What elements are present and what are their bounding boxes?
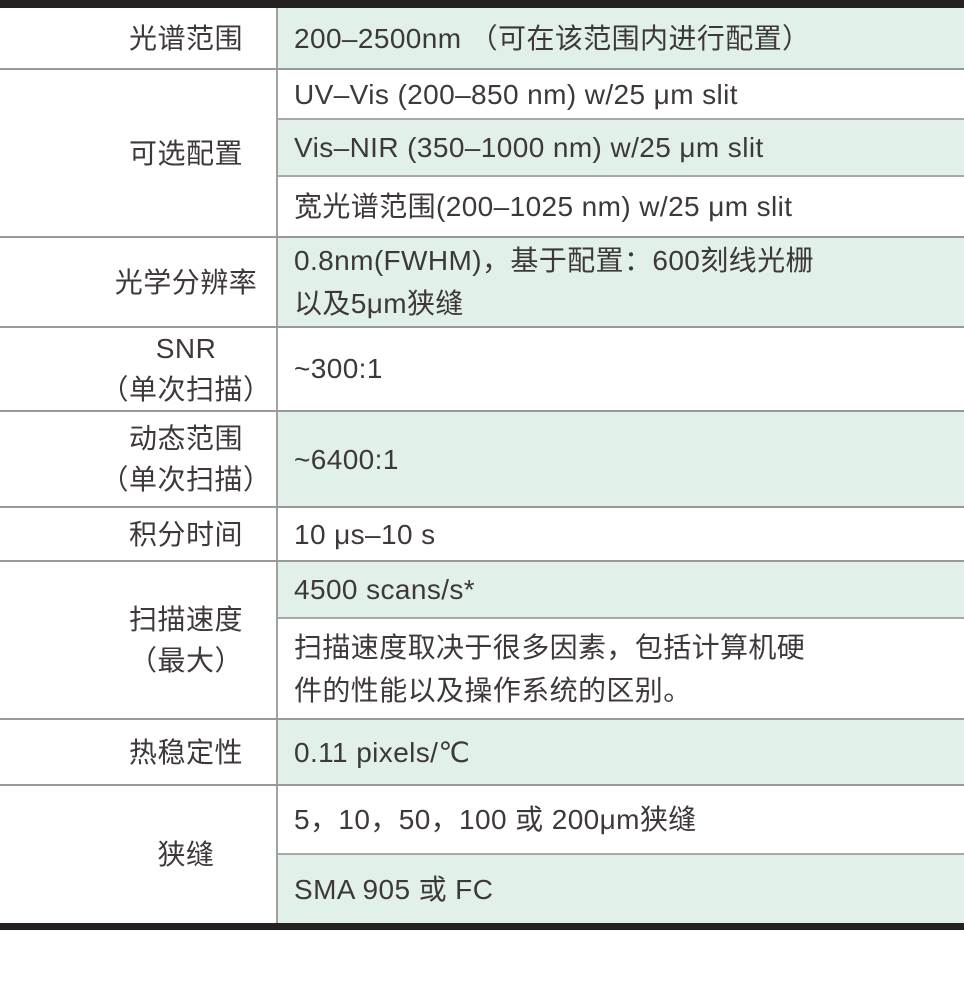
row-values: 0.8nm(FWHM)，基于配置：600刻线光栅 以及5μm狭缝 <box>278 238 964 326</box>
value-line: 4500 scans/s* <box>294 574 476 605</box>
value-line: 200–2500nm （可在该范围内进行配置） <box>294 22 811 54</box>
value-line: ~6400:1 <box>294 443 399 475</box>
value-line: 0.11 pixels/℃ <box>294 736 471 768</box>
value-line: SMA 905 或 FC <box>294 873 494 905</box>
row-label: 狭缝 <box>0 786 278 923</box>
row-label: 热稳定性 <box>0 720 278 784</box>
value-line: 0.8nm(FWHM)，基于配置：600刻线光栅 <box>294 245 814 276</box>
value-cell: 200–2500nm （可在该范围内进行配置） <box>278 8 964 68</box>
value-line: 10 μs–10 s <box>294 518 436 550</box>
value-cell: ~300:1 <box>278 328 964 409</box>
value-cell: SMA 905 或 FC <box>278 853 964 923</box>
label-line: 光谱范围 <box>128 22 243 54</box>
row-label: 光谱范围 <box>0 8 278 68</box>
row-values: 5，10，50，100 或 200μm狭缝 SMA 905 或 FC <box>278 786 964 923</box>
value-cell: 0.8nm(FWHM)，基于配置：600刻线光栅 以及5μm狭缝 <box>278 238 964 326</box>
value-line: 以及5μm狭缝 <box>294 288 464 319</box>
row-values: 10 μs–10 s <box>278 508 964 560</box>
row-label: 积分时间 <box>0 508 278 560</box>
row-optional-configurations: 可选配置 UV–Vis (200–850 nm) w/25 μm slit Vi… <box>0 68 964 236</box>
label-line: SNR <box>155 333 217 364</box>
label-line: 扫描速度 <box>128 604 243 635</box>
row-label: 光学分辨率 <box>0 238 278 326</box>
row-values: 0.11 pixels/℃ <box>278 720 964 784</box>
row-values: 200–2500nm （可在该范围内进行配置） <box>278 8 964 68</box>
label-line: 光学分辨率 <box>114 266 258 298</box>
value-cell: 宽光谱范围(200–1025 nm) w/25 μm slit <box>278 175 964 236</box>
row-label: 动态范围 （单次扫描） <box>0 412 278 506</box>
row-label: SNR （单次扫描） <box>0 328 278 410</box>
row-values: UV–Vis (200–850 nm) w/25 μm slit Vis–NIR… <box>278 70 964 236</box>
value-line: Vis–NIR (350–1000 nm) w/25 μm slit <box>294 132 764 163</box>
value-cell: UV–Vis (200–850 nm) w/25 μm slit <box>278 70 964 118</box>
label-line: 积分时间 <box>128 518 243 550</box>
row-values: ~6400:1 <box>278 412 964 506</box>
row-values: ~300:1 <box>278 328 964 410</box>
label-line: 可选配置 <box>128 137 243 169</box>
value-cell: ~6400:1 <box>278 412 964 506</box>
value-line: 件的性能以及操作系统的区别。 <box>294 674 692 706</box>
row-values: 4500 scans/s* 扫描速度取决于很多因素，包括计算机硬 件的性能以及操… <box>278 562 964 718</box>
row-scan-rate-max: 扫描速度 （最大） 4500 scans/s* 扫描速度取决于很多因素，包括计算… <box>0 560 964 718</box>
label-line: 热稳定性 <box>128 736 243 768</box>
value-cell: 10 μs–10 s <box>278 508 964 560</box>
value-line: 扫描速度取决于很多因素，包括计算机硬 <box>294 631 806 663</box>
label-line: （单次扫描） <box>100 464 272 495</box>
label-line: （最大） <box>128 645 243 676</box>
value-line: 5，10，50，100 或 200μm狭缝 <box>294 804 697 835</box>
row-dynamic-range: 动态范围 （单次扫描） ~6400:1 <box>0 410 964 506</box>
label-line: 狭缝 <box>157 839 215 870</box>
row-optical-resolution: 光学分辨率 0.8nm(FWHM)，基于配置：600刻线光栅 以及5μm狭缝 <box>0 236 964 326</box>
row-spectral-range: 光谱范围 200–2500nm （可在该范围内进行配置） <box>0 8 964 68</box>
value-line: 宽光谱范围(200–1025 nm) w/25 μm slit <box>294 191 793 222</box>
value-cell: 0.11 pixels/℃ <box>278 720 964 784</box>
row-integration-time: 积分时间 10 μs–10 s <box>0 506 964 560</box>
value-cell: Vis–NIR (350–1000 nm) w/25 μm slit <box>278 118 964 175</box>
label-line: （单次扫描） <box>100 374 272 405</box>
label-line: 动态范围 <box>128 423 243 454</box>
value-cell: 5，10，50，100 或 200μm狭缝 <box>278 786 964 853</box>
row-thermal-stability: 热稳定性 0.11 pixels/℃ <box>0 718 964 784</box>
value-cell: 扫描速度取决于很多因素，包括计算机硬 件的性能以及操作系统的区别。 <box>278 617 964 718</box>
row-label: 扫描速度 （最大） <box>0 562 278 718</box>
specification-table: 光谱范围 200–2500nm （可在该范围内进行配置） 可选配置 UV–Vis… <box>0 0 964 930</box>
row-slit: 狭缝 5，10，50，100 或 200μm狭缝 SMA 905 或 FC <box>0 784 964 923</box>
value-cell: 4500 scans/s* <box>278 562 964 617</box>
value-line: UV–Vis (200–850 nm) w/25 μm slit <box>294 78 738 110</box>
row-label: 可选配置 <box>0 70 278 236</box>
value-line: ~300:1 <box>294 353 383 384</box>
row-snr: SNR （单次扫描） ~300:1 <box>0 326 964 410</box>
